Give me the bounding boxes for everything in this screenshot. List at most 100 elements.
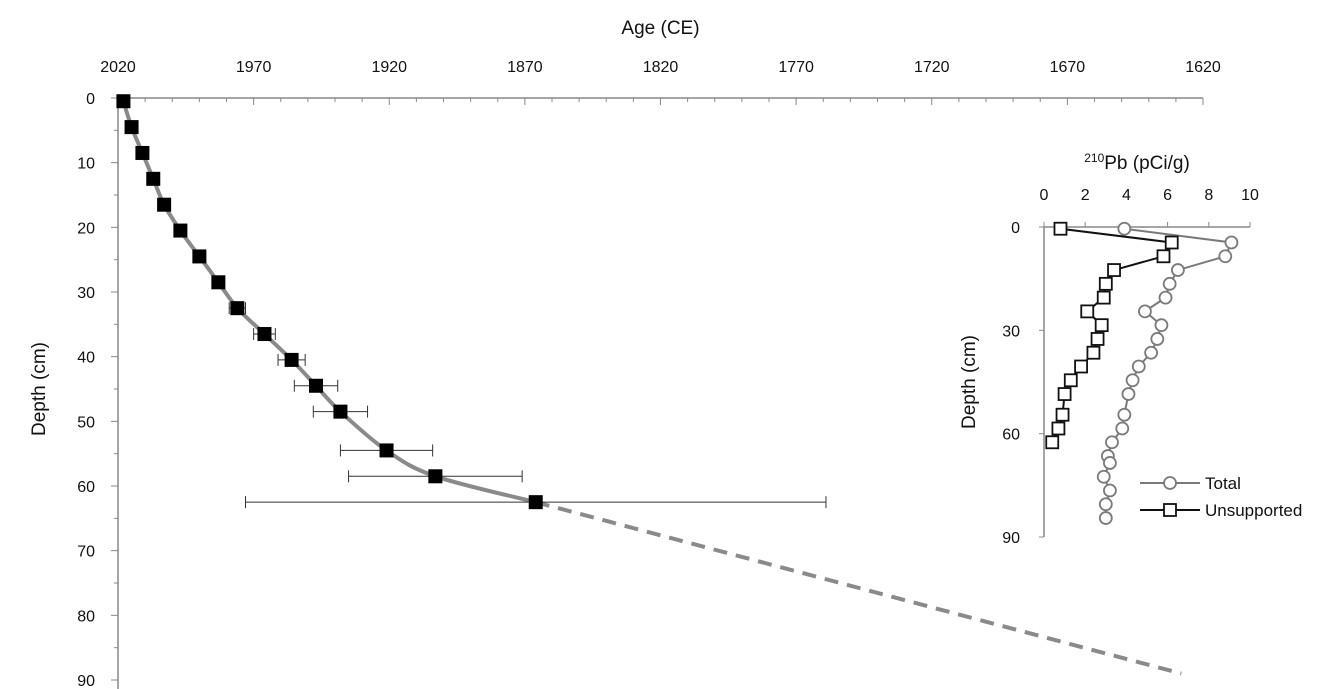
inset-x-tick-label: 4 — [1122, 187, 1131, 204]
inset-x-tick-label: 2 — [1081, 187, 1090, 204]
inset-unsupported-point — [1057, 387, 1072, 401]
inset-unsupported-point — [1055, 407, 1070, 422]
main-x-tick-label: 1670 — [1050, 59, 1086, 76]
inset-total-point — [1144, 345, 1159, 360]
main-x-tick-label: 1620 — [1185, 59, 1221, 76]
main-y-tick-label: 60 — [77, 479, 95, 496]
main-y-axis-title: Depth (cm) — [29, 342, 50, 436]
inset-total-point — [1105, 435, 1119, 450]
inset-series-line — [1102, 227, 1233, 519]
inset-data-marks — [1045, 221, 1239, 525]
inset-total-point — [1121, 387, 1136, 401]
inset-x-tick-label: 6 — [1163, 187, 1172, 204]
inset-y-tick-label: 0 — [1011, 220, 1020, 237]
main-data-point — [284, 352, 299, 367]
main-y-tick-label: 50 — [77, 414, 95, 431]
inset-total-point — [1131, 359, 1146, 374]
inset-x-axis-title-superscript: 210 — [1084, 151, 1104, 165]
main-y-tick-label: 80 — [77, 608, 95, 625]
inset-unsupported-point — [1045, 435, 1060, 450]
main-data-point — [124, 120, 139, 135]
main-x-tick-label: 1920 — [371, 59, 407, 76]
inset-total-point — [1103, 483, 1117, 498]
inset-unsupported-point — [1063, 373, 1078, 388]
inset-unsupported-point — [1107, 263, 1121, 277]
inset-total-point — [1171, 263, 1185, 277]
main-data-marks — [116, 94, 1182, 676]
inset-total-point — [1150, 332, 1165, 346]
main-y-tick-label: 70 — [77, 544, 95, 561]
main-y-tick-label: 0 — [86, 91, 95, 108]
inset-unsupported-point — [1090, 332, 1105, 346]
main-axes: 2020 1970 1920 1870 1820 1770 1720 1670 16200102… — [77, 59, 1221, 689]
main-data-point — [528, 495, 543, 510]
main-x-tick-label: 1970 — [236, 59, 272, 76]
main-y-tick-label: 10 — [77, 156, 95, 173]
main-age-depth-chart: Age (CE) Depth (cm) 2020 1970 1920 1870 1820… — [29, 18, 1221, 689]
legend-total-marker — [1163, 476, 1177, 490]
main-x-tick-label: 2020 — [100, 59, 136, 76]
inset-total-point — [1115, 421, 1130, 436]
main-y-tick-label: 90 — [77, 673, 95, 689]
inset-x-tick-label: 8 — [1204, 187, 1213, 204]
inset-total-point — [1162, 276, 1177, 291]
main-data-point — [211, 275, 226, 290]
inset-total-point — [1096, 469, 1111, 484]
inset-unsupported-point — [1156, 249, 1171, 264]
legend-label: Unsupported — [1205, 501, 1302, 520]
main-x-tick-label: 1720 — [914, 59, 950, 76]
inset-total-point — [1098, 497, 1113, 512]
inset-total-point — [1098, 511, 1113, 525]
inset-unsupported-point — [1164, 235, 1179, 250]
inset-total-point — [1117, 221, 1132, 236]
inset-legend: Total Unsupported — [1140, 474, 1302, 520]
main-age-depth-curve — [121, 100, 537, 505]
main-x-tick-label: 1820 — [643, 59, 679, 76]
main-data-point — [379, 443, 394, 458]
main-data-point — [157, 197, 172, 212]
main-y-tick-label: 40 — [77, 350, 95, 367]
main-data-point — [135, 145, 150, 160]
main-x-tick-label: 1870 — [507, 59, 543, 76]
legend-label: Total — [1205, 474, 1241, 493]
main-y-tick-label: 20 — [77, 220, 95, 237]
inset-total-point — [1117, 407, 1132, 422]
inset-y-tick-label: 30 — [1002, 323, 1020, 340]
main-data-point — [333, 404, 348, 419]
main-data-point — [230, 301, 245, 316]
main-data-point — [428, 469, 443, 484]
main-data-point — [257, 327, 272, 342]
main-data-point — [173, 223, 188, 238]
inset-x-axis-title: 210Pb (pCi/g) — [1084, 151, 1190, 174]
main-x-axis-title: Age (CE) — [621, 18, 699, 39]
main-data-point — [192, 249, 207, 264]
inset-total-point — [1138, 304, 1152, 319]
main-data-point — [116, 94, 131, 109]
inset-total-point — [1218, 249, 1233, 264]
inset-pb210-chart: 210Pb (pCi/g) Depth (cm) 0 2 4 6 8 100306090 … — [959, 151, 1302, 547]
inset-total-point — [1103, 456, 1117, 470]
inset-x-axis-title-main: Pb (pCi/g) — [1104, 153, 1190, 174]
inset-total-point — [1158, 290, 1173, 305]
inset-y-axis-title: Depth (cm) — [959, 335, 980, 429]
inset-unsupported-point — [1080, 304, 1095, 319]
inset-x-tick-label: 10 — [1241, 187, 1259, 204]
main-data-point — [309, 378, 324, 393]
inset-total-point — [1154, 318, 1169, 333]
inset-y-tick-label: 60 — [1002, 427, 1020, 444]
inset-unsupported-point — [1051, 421, 1066, 436]
inset-unsupported-point — [1074, 359, 1088, 374]
main-extrapolation-line — [535, 500, 1182, 676]
inset-total-point — [1224, 235, 1239, 250]
inset-x-tick-label: 0 — [1040, 187, 1049, 204]
inset-unsupported-point — [1053, 221, 1068, 236]
main-y-tick-label: 30 — [77, 285, 95, 302]
main-data-point — [146, 171, 161, 186]
inset-unsupported-point — [1098, 276, 1113, 291]
inset-unsupported-point — [1086, 345, 1101, 360]
inset-unsupported-point — [1096, 290, 1111, 305]
inset-y-tick-label: 90 — [1002, 530, 1020, 547]
main-x-tick-label: 1770 — [778, 59, 814, 76]
inset-axes: 0 2 4 6 8 10 0 30 60 90 — [1002, 187, 1259, 547]
